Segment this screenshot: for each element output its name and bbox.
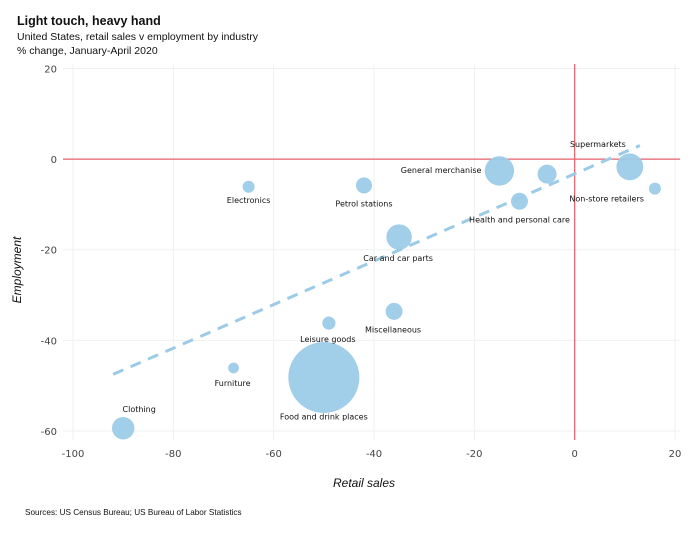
tick-labels: -100 -80 -60 -40 -20 0 20 20 0 -20 -40 -60 (41, 65, 682, 460)
bubble (228, 362, 239, 374)
point-label: Supermarkets (570, 140, 626, 149)
point-label: Miscellaneous (365, 325, 421, 334)
x-tick-label: 0 (571, 449, 577, 460)
zero-lines (63, 64, 680, 440)
bubble (484, 156, 515, 186)
point-label: Furniture (215, 379, 251, 388)
grid (63, 64, 680, 440)
bubble (355, 177, 373, 194)
chart-subtitle: United States, retail sales v employment… (17, 31, 259, 43)
bubble (288, 341, 360, 413)
x-tick-label: -60 (266, 449, 282, 460)
trendline (112, 144, 641, 376)
y-tick-label: -60 (41, 427, 57, 438)
y-tick-label: -20 (41, 246, 57, 257)
bubbles (111, 153, 661, 440)
trend-line (112, 144, 641, 376)
point-label: Leisure goods (300, 335, 355, 344)
chart-units: % change, January-April 2020 (17, 45, 158, 57)
x-axis-title: Retail sales (333, 476, 395, 490)
point-labels: Supermarkets General merchanise Non-store … (123, 140, 644, 422)
point-label: Non-store retailers (569, 195, 644, 204)
bubble (537, 164, 557, 184)
x-tick-label: -20 (466, 449, 482, 460)
x-tick-label: -100 (62, 449, 85, 460)
y-tick-label: 0 (51, 155, 57, 166)
point-label: Car and car parts (363, 254, 433, 263)
bubble (111, 416, 135, 440)
x-tick-label: -40 (366, 449, 382, 460)
bubble (616, 153, 644, 181)
point-label: Health and personal care (469, 215, 570, 224)
bubble (385, 302, 403, 320)
source-note: Sources: US Census Bureau; US Bureau of … (25, 508, 242, 517)
bubble (648, 182, 661, 195)
y-tick-label: 20 (44, 65, 57, 76)
point-label: Electronics (227, 196, 271, 205)
bubble (510, 192, 528, 210)
chart-title: Light touch, heavy hand (17, 14, 161, 28)
scatter-chart: Supermarkets General merchanise Non-store … (10, 64, 682, 490)
x-tick-label: -80 (165, 449, 181, 460)
point-label: General merchanise (401, 166, 482, 175)
point-label: Petrol stations (335, 199, 392, 208)
point-label: Clothing (123, 405, 156, 414)
y-tick-label: -40 (41, 336, 57, 347)
bubble (322, 316, 336, 330)
point-label: Food and drink places (280, 412, 368, 421)
x-tick-label: 20 (669, 449, 682, 460)
bubble (386, 224, 412, 250)
y-axis-title: Employment (10, 236, 24, 303)
bubble (242, 180, 255, 193)
